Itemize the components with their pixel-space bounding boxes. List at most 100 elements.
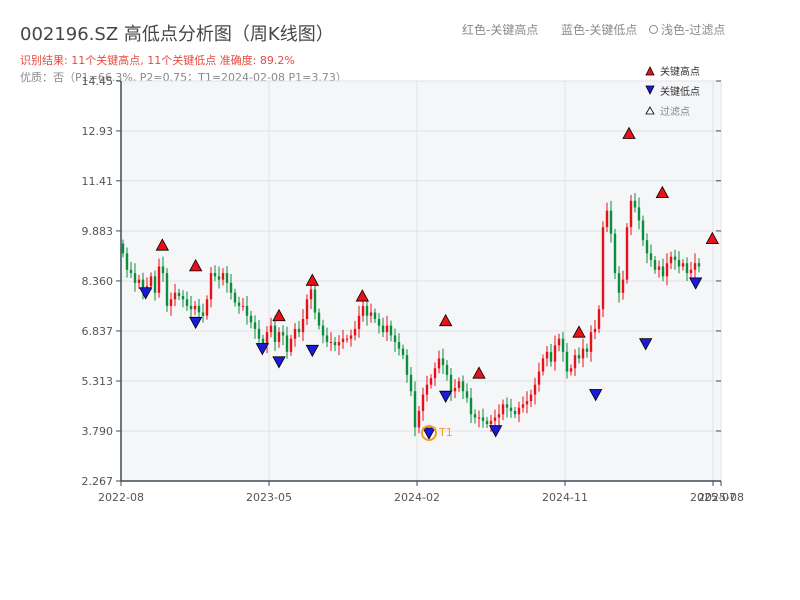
candle-body [461, 381, 465, 392]
candle-body [677, 259, 681, 267]
candle-body [397, 342, 401, 349]
candle-body [621, 279, 625, 293]
candle-body [177, 292, 181, 297]
candle-body [501, 404, 505, 415]
x-tick-label: 2025-07 [690, 491, 736, 504]
candle-body [325, 335, 329, 343]
candle-body [581, 348, 585, 359]
key-low-marker [488, 425, 503, 438]
candle-body [597, 309, 601, 329]
candle-body [225, 273, 229, 283]
candle-body [413, 391, 417, 428]
candle-body [249, 315, 253, 323]
x-tick-label: 2022-08 [98, 491, 144, 504]
candle-body [509, 407, 513, 411]
candle-body [265, 332, 269, 346]
candle-body [149, 276, 153, 287]
candle-body [301, 319, 305, 333]
candle-body [381, 325, 385, 333]
candle-body [241, 305, 245, 307]
candle-body [601, 227, 605, 310]
candle-body [281, 332, 285, 336]
candle-body [637, 207, 641, 221]
x-tick-label: 2023-05 [246, 491, 292, 504]
candle-body [449, 374, 453, 392]
candle-body [689, 269, 693, 274]
candle-body [633, 200, 637, 208]
candle-body [513, 410, 517, 415]
candle-body [549, 351, 553, 362]
candle-body [329, 342, 333, 344]
y-tick-label: 2.267 [82, 475, 114, 488]
candle-body [473, 414, 477, 418]
candle-body [361, 305, 365, 316]
candle-body [517, 407, 521, 415]
candle-body [649, 253, 653, 260]
chart-title: 002196.SZ 高低点分析图（周K线图） [20, 24, 334, 45]
candle-body [189, 305, 193, 310]
top-legend-high: 红色-关键高点 [462, 23, 539, 37]
candle-body [169, 299, 173, 306]
key-low-marker [138, 287, 153, 300]
candle-body [153, 276, 157, 293]
top-legend-filtered: 浅色-过滤点 [649, 21, 725, 38]
candle-body [173, 292, 177, 300]
candle-body [561, 338, 565, 352]
candle-body [289, 338, 293, 352]
candle-body [685, 263, 689, 274]
candle-body [313, 289, 317, 313]
candle-body [157, 266, 161, 293]
candle-body [693, 263, 697, 270]
candle-body [349, 335, 353, 339]
legend-high-label: 关键高点 [660, 65, 700, 78]
markers: T1 [138, 126, 720, 441]
candle-body [613, 233, 617, 274]
y-tick-label: 5.313 [82, 375, 114, 388]
candle-body [197, 305, 201, 313]
candle-body [421, 394, 425, 411]
candle-body [293, 328, 297, 339]
candle-body [353, 328, 357, 336]
x-tick-label: 2025-08 [698, 491, 744, 504]
candle-body [221, 273, 225, 280]
x-tick-label: 2024-02 [394, 491, 440, 504]
candle-body [437, 358, 441, 369]
legend-low-label: 关键低点 [660, 85, 700, 98]
key-high-marker [622, 126, 636, 139]
candle-body [657, 266, 661, 270]
key-high-marker [705, 231, 720, 244]
key-low-marker [438, 390, 453, 404]
candle-body [497, 414, 501, 418]
candle-body [529, 394, 533, 402]
candle-body [665, 263, 669, 277]
candle-body [541, 358, 545, 372]
legend-low-marker [645, 85, 655, 95]
candle-body [321, 325, 325, 336]
top-legend-low: 蓝色-关键低点 [561, 23, 638, 37]
candle-body [121, 243, 125, 254]
key-low-marker [422, 427, 436, 440]
candle-body [245, 305, 249, 316]
candle-body [317, 312, 321, 326]
candle-body [337, 342, 341, 346]
y-ticks: 2.267 3.790 5.313 6.837 8.360 9.883 11.41 12.93… [82, 75, 721, 488]
key-low-marker [255, 343, 270, 356]
candle-body [393, 335, 397, 343]
candle-body [269, 325, 273, 333]
t1-marker-ring [421, 424, 437, 441]
candle-body [417, 410, 421, 428]
key-low-marker [638, 338, 653, 351]
candle-body [445, 365, 449, 375]
chart-legend: 关键高点 关键低点 过滤点 [645, 65, 700, 118]
candle-body [305, 299, 309, 320]
candle-body [577, 355, 581, 359]
candle-body [229, 282, 233, 293]
candle-body [589, 332, 593, 352]
candle-body [457, 381, 461, 388]
key-high-marker [355, 289, 370, 302]
candle-body [545, 351, 549, 359]
candle-body [389, 325, 393, 336]
candle-body [133, 273, 137, 283]
candle-body [141, 279, 145, 290]
candle-body [257, 328, 261, 339]
